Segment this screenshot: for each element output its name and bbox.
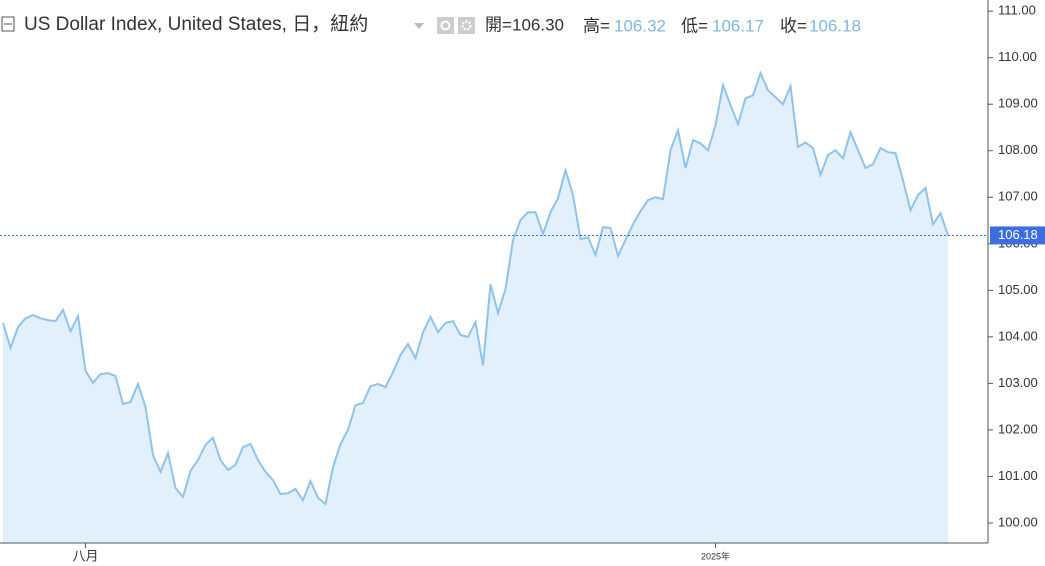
close-value: 106.18 [809, 16, 861, 35]
price-line [2, 70, 949, 506]
y-tick-label: 108.00 [998, 142, 1038, 157]
y-tick-label: 102.00 [998, 421, 1038, 436]
open-value: 106.30 [512, 15, 564, 34]
dropdown-arrow[interactable] [414, 23, 424, 29]
high-value: 106.32 [614, 16, 666, 35]
visibility-icon [440, 20, 451, 31]
visibility-button[interactable] [437, 17, 454, 34]
y-tick-label: 109.00 [998, 96, 1038, 111]
y-tick-label: 103.00 [998, 375, 1038, 390]
chart-title: US Dollar Index, United States, 日，紐約 [24, 13, 368, 35]
plot [0, 70, 988, 543]
area-fill [3, 73, 948, 543]
y-tick-label: 101.00 [998, 468, 1038, 483]
current-price-label: 106.18 [998, 227, 1038, 242]
x-tick-label: 2025年 [701, 550, 730, 561]
x-tick-label: 八月 [72, 548, 98, 563]
low-value: 106.17 [712, 16, 764, 35]
y-tick-label: 104.00 [998, 328, 1038, 343]
open-label: 開= [485, 15, 512, 34]
axes: 100.00 101.00 102.00 103.00 104.00 105.00 106.… [72, 3, 1045, 563]
collapse-button[interactable] [1, 16, 15, 32]
y-tick-label: 111.00 [998, 3, 1036, 18]
low-label: 低= [681, 16, 708, 35]
settings-icon [461, 20, 472, 31]
settings-button[interactable] [458, 17, 475, 34]
current-price-box [990, 226, 1045, 245]
y-tick-label: 107.00 [998, 189, 1038, 204]
close-label: 收= [780, 16, 807, 35]
y-tick-label: 105.00 [998, 282, 1038, 297]
y-tick-label: 110.00 [998, 49, 1037, 64]
y-tick-label: 100.00 [998, 514, 1038, 529]
high-label: 高= [583, 16, 610, 35]
